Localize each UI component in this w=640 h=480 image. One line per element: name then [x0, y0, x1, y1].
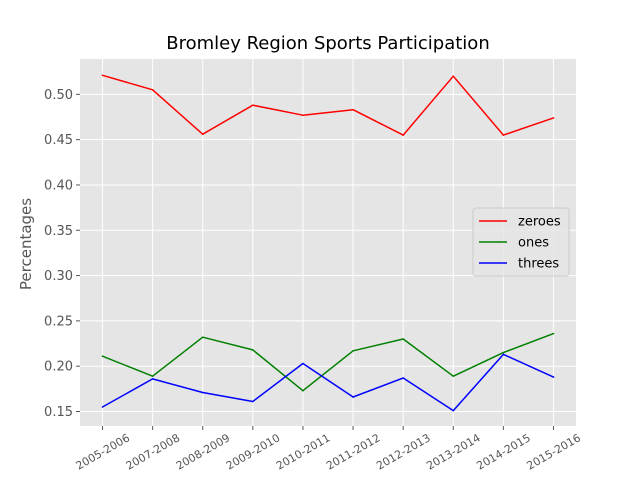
- data-point-ones: [302, 389, 304, 392]
- data-point-zeroes: [302, 114, 304, 116]
- data-point-threes: [302, 362, 304, 365]
- data-point-threes: [402, 377, 405, 379]
- data-point-zeroes: [201, 133, 204, 135]
- series-line-threes: [102, 353, 554, 412]
- y-tick-label: 0.15: [44, 405, 73, 420]
- y-tick-label: 0.20: [44, 360, 73, 375]
- data-point-ones: [552, 332, 555, 335]
- data-point-threes: [502, 353, 505, 356]
- y-tick-label: 0.40: [44, 178, 73, 193]
- data-point-threes: [151, 378, 154, 380]
- data-point-zeroes: [151, 89, 154, 91]
- y-axis-label: Percentages: [17, 198, 35, 290]
- series-line-zeroes: [102, 74, 554, 136]
- data-point-zeroes: [101, 74, 104, 77]
- y-axis: 0.15 0.20 0.25 0.30 0.35 0.40 0.45 0.50: [44, 88, 80, 420]
- data-point-ones: [101, 355, 104, 358]
- data-point-threes: [201, 391, 204, 394]
- data-point-zeroes: [552, 117, 555, 119]
- data-point-zeroes: [452, 75, 455, 77]
- y-tick-label: 0.50: [44, 88, 73, 103]
- series-lines: [101, 74, 555, 412]
- data-point-ones: [452, 375, 455, 378]
- data-point-threes: [452, 409, 455, 412]
- y-tick-label: 0.30: [44, 269, 73, 284]
- legend-label-zeroes: zeroes: [518, 215, 561, 230]
- data-point-threes: [101, 406, 104, 408]
- chart-title: Bromley Region Sports Participation: [166, 33, 489, 54]
- data-point-zeroes: [402, 134, 405, 136]
- data-point-ones: [352, 350, 354, 352]
- data-point-ones: [151, 375, 154, 378]
- data-point-ones: [201, 336, 204, 339]
- legend-box: [472, 207, 570, 277]
- data-point-zeroes: [502, 134, 505, 136]
- y-tick-label: 0.35: [44, 224, 73, 239]
- y-tick-label: 0.45: [44, 133, 73, 148]
- y-tick-label: 0.25: [44, 314, 73, 329]
- data-point-threes: [552, 376, 555, 378]
- data-point-threes: [352, 396, 354, 398]
- data-point-ones: [252, 349, 254, 351]
- data-point-ones: [502, 351, 505, 354]
- gridlines: [80, 59, 576, 426]
- legend-label-ones: ones: [518, 236, 549, 251]
- data-point-zeroes: [352, 108, 354, 111]
- legend-label-threes: threes: [518, 257, 559, 272]
- series-line-ones: [102, 332, 554, 392]
- data-point-ones: [402, 338, 405, 340]
- data-point-zeroes: [252, 104, 254, 106]
- legend: zeroes ones threes: [472, 207, 570, 277]
- data-point-threes: [252, 400, 254, 403]
